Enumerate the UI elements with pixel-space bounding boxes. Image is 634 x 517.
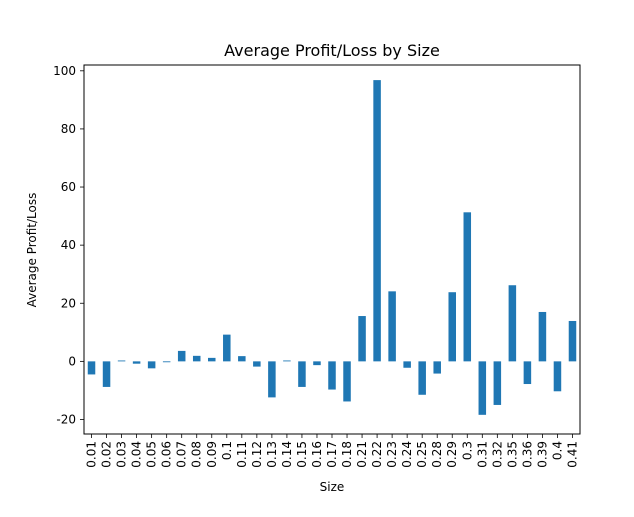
- x-ticks-group: 0.01 0.02 0.03 0.04 0.05 0.06 0.07 0.08 0.09 0.1 0…: [85, 434, 579, 468]
- bar-0.41: [568, 320, 577, 362]
- x-tick-label: 0.41: [565, 441, 579, 468]
- bar-0.32: [493, 361, 502, 405]
- bar-0.29: [448, 292, 456, 362]
- x-tick-label: 0.11: [235, 441, 249, 468]
- x-tick-label: 0.25: [415, 441, 429, 468]
- y-tick-label: 80: [61, 122, 76, 136]
- bar-0.24: [403, 361, 411, 368]
- bar-0.22: [373, 80, 381, 362]
- x-tick-label: 0.05: [145, 441, 159, 468]
- y-tick-label: 20: [61, 296, 76, 310]
- bar-0.4: [553, 361, 562, 392]
- bar-0.07: [177, 350, 186, 362]
- x-tick-label: 0.24: [400, 441, 414, 468]
- y-tick-label: 40: [61, 238, 76, 252]
- x-tick-label: 0.31: [475, 441, 489, 468]
- x-tick-label: 0.36: [520, 441, 534, 468]
- y-ticks-group: -20 0 20 40 60 80 100: [53, 64, 84, 426]
- bar-0.39: [538, 311, 547, 362]
- bar-0.09: [208, 357, 216, 362]
- x-tick-label: 0.07: [175, 441, 189, 468]
- bar-0.1: [223, 334, 231, 362]
- bar-0.05: [147, 361, 156, 369]
- x-tick-label: 0.23: [385, 441, 399, 468]
- bar-0.17: [328, 361, 336, 390]
- bar-0.03: [117, 360, 126, 362]
- bar-0.06: [162, 361, 171, 363]
- x-tick-label: 0.03: [115, 441, 129, 468]
- bar-0.02: [102, 361, 111, 387]
- bars-group: [87, 80, 577, 415]
- bar-0.25: [418, 361, 426, 395]
- bar-0.14: [283, 360, 291, 362]
- x-tick-label: 0.01: [85, 441, 99, 468]
- x-tick-label: 0.22: [370, 441, 384, 468]
- bar-0.04: [132, 361, 141, 364]
- x-tick-label: 0.16: [310, 441, 324, 468]
- bar-0.36: [523, 361, 532, 385]
- chart-title: Average Profit/Loss by Size: [224, 41, 440, 60]
- x-tick-label: 0.21: [355, 441, 369, 468]
- x-tick-label: 0.04: [130, 441, 144, 468]
- x-tick-label: 0.39: [535, 441, 549, 468]
- bar-0.15: [298, 361, 306, 387]
- bar-0.31: [478, 361, 487, 415]
- x-tick-label: 0.3: [460, 441, 474, 460]
- bar-0.16: [313, 361, 321, 366]
- x-tick-label: 0.29: [445, 441, 459, 468]
- y-tick-label: 0: [68, 354, 76, 368]
- x-tick-label: 0.06: [160, 441, 174, 468]
- x-tick-label: 0.18: [340, 441, 354, 468]
- x-tick-label: 0.13: [265, 441, 279, 468]
- bar-0.11: [238, 356, 246, 362]
- y-axis-label: Average Profit/Loss: [25, 193, 39, 308]
- y-tick-label: 100: [53, 64, 76, 78]
- bar-0.01: [87, 361, 96, 375]
- x-tick-label: 0.1: [220, 441, 234, 460]
- plot-area-frame: [83, 64, 581, 435]
- x-tick-label: 0.09: [205, 441, 219, 468]
- x-tick-label: 0.28: [430, 441, 444, 468]
- bar-0.28: [433, 361, 441, 374]
- bar-0.23: [388, 291, 396, 362]
- x-tick-label: 0.35: [505, 441, 519, 468]
- x-tick-label: 0.17: [325, 441, 339, 468]
- y-tick-label: -20: [56, 412, 76, 426]
- x-tick-label: 0.32: [490, 441, 504, 468]
- x-tick-label: 0.14: [280, 441, 294, 468]
- bar-0.08: [192, 355, 201, 362]
- x-axis-label: Size: [320, 480, 345, 494]
- bar-0.21: [358, 316, 366, 362]
- bar-0.12: [253, 361, 261, 367]
- x-tick-label: 0.15: [295, 441, 309, 468]
- bar-0.35: [508, 285, 517, 362]
- bar-0.3: [463, 212, 472, 362]
- x-tick-label: 0.08: [190, 441, 204, 468]
- bar-0.13: [268, 361, 276, 398]
- x-tick-label: 0.02: [100, 441, 114, 468]
- x-tick-label: 0.4: [550, 441, 564, 460]
- bar-0.18: [343, 361, 351, 402]
- y-tick-label: 60: [61, 180, 76, 194]
- x-tick-label: 0.12: [250, 441, 264, 468]
